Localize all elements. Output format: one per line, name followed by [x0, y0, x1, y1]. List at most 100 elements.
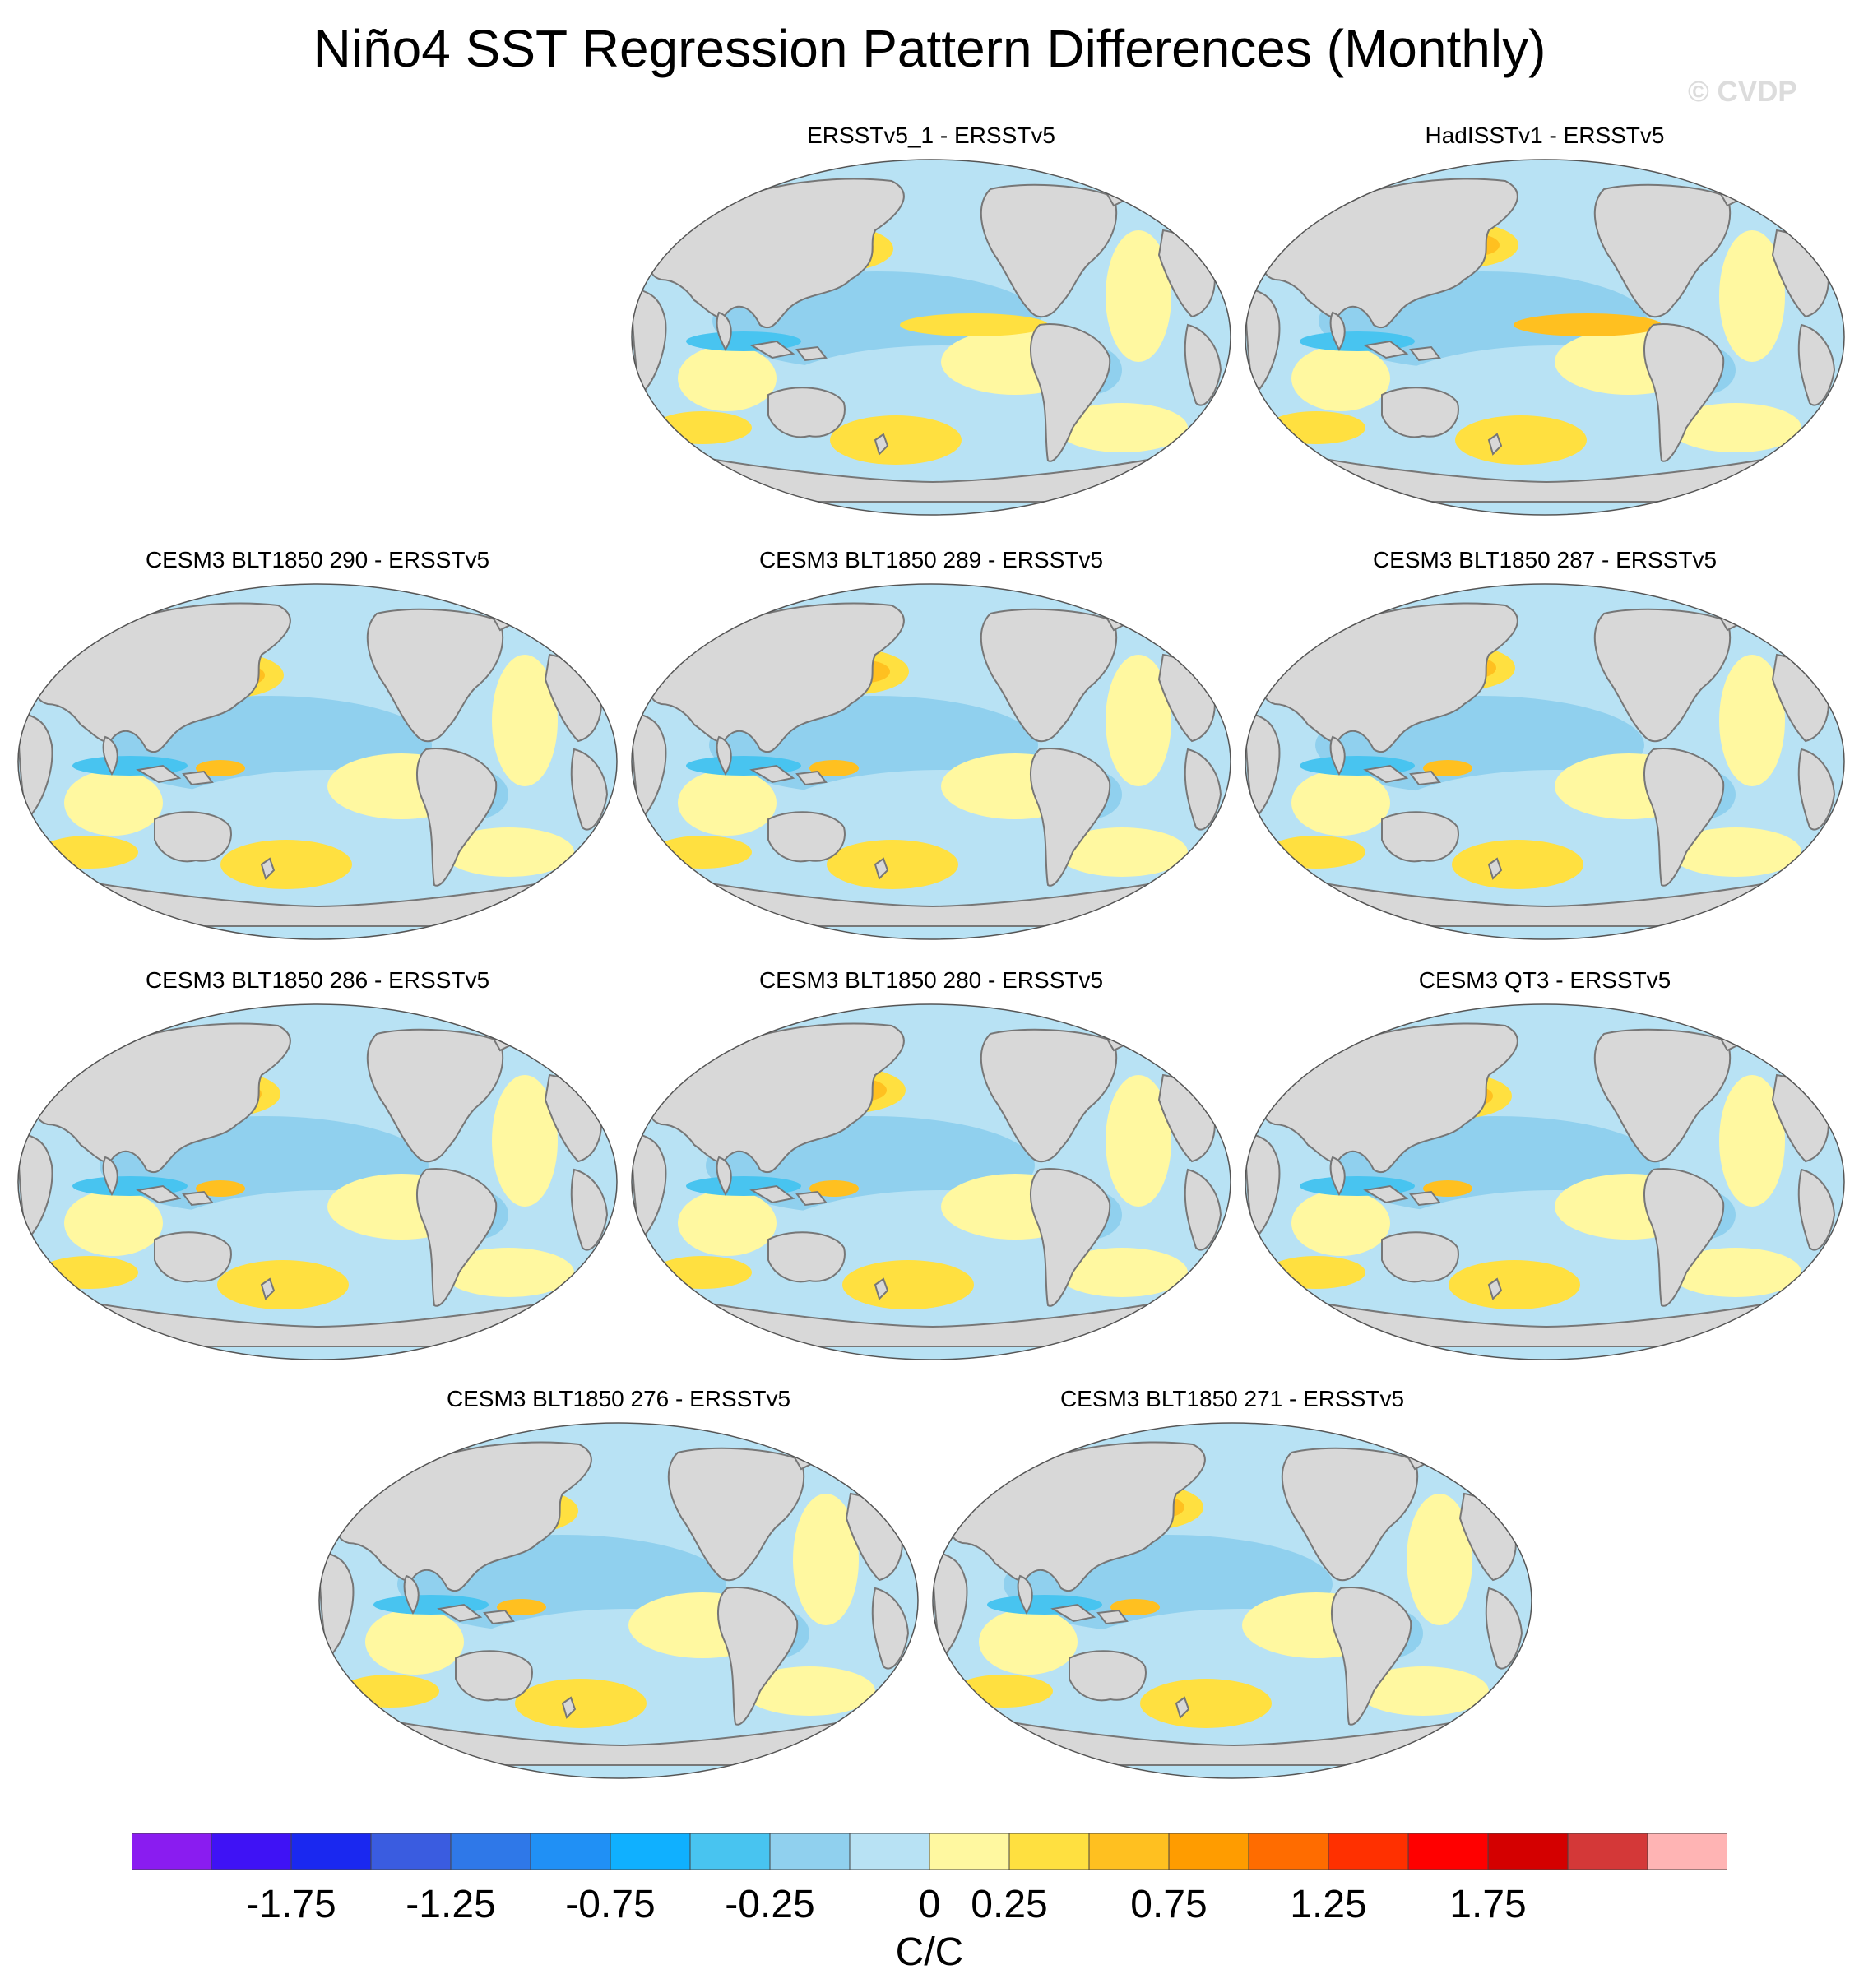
panel-title: CESM3 BLT1850 289 - ERSSTv5 — [758, 547, 1104, 572]
colorbar-tick-labels: -1.75 -1.25 -0.75 -0.25 0 0.25 0.75 1.25 1.75 — [0, 1882, 1859, 1931]
sst-difference-field — [1245, 1004, 1844, 1360]
colorbar-swatch — [1008, 1833, 1090, 1870]
anomaly-contour — [827, 840, 958, 889]
land-mask — [632, 173, 1222, 503]
colorbar-swatch — [370, 1833, 452, 1870]
world-map — [318, 1422, 919, 1779]
anomaly-contour — [1719, 1075, 1785, 1207]
map-panel: ERSSTv5_1 - ERSSTv5 — [628, 122, 1234, 516]
map-panel: CESM3 QT3 - ERSSTv5 — [1242, 966, 1847, 1360]
land-mask — [1245, 1017, 1836, 1347]
anomaly-contour — [1056, 827, 1188, 877]
anomaly-contour — [64, 1190, 163, 1256]
anomaly-contour — [678, 1190, 777, 1256]
map-border — [631, 583, 1231, 940]
map-panel: CESM3 BLT1850 271 - ERSSTv5 — [930, 1385, 1535, 1779]
anomaly-contour — [653, 836, 752, 869]
land-mask — [632, 1017, 1222, 1347]
anomaly-contour — [1110, 1599, 1160, 1615]
panel-title: CESM3 BLT1850 280 - ERSSTv5 — [758, 967, 1104, 993]
colorbar-units: C/C — [895, 1930, 964, 1974]
map-border — [631, 1003, 1231, 1360]
map-border — [1245, 159, 1845, 516]
colorbar-swatch — [450, 1833, 531, 1870]
anomaly-contour — [1357, 1666, 1489, 1716]
anomaly-contour — [196, 1180, 245, 1197]
map-panel: CESM3 BLT1850 289 - ERSSTv5 — [628, 546, 1234, 940]
colorbar-tick-label: 0.75 — [1130, 1883, 1208, 1926]
panel-title: CESM3 BLT1850 287 - ERSSTv5 — [1372, 547, 1718, 572]
anomaly-contour — [515, 1679, 647, 1728]
anomaly-contour — [809, 1180, 859, 1197]
anomaly-contour — [1514, 313, 1662, 336]
colorbar-swatch — [610, 1833, 691, 1870]
anomaly-contour — [678, 345, 777, 411]
map-panel: CESM3 BLT1850 290 - ERSSTv5 — [15, 546, 620, 940]
world-map — [631, 159, 1231, 516]
colorbar-tick-label: 0.25 — [971, 1883, 1048, 1926]
world-map — [1245, 1003, 1845, 1360]
map-panel: CESM3 BLT1850 276 - ERSSTv5 — [316, 1385, 921, 1779]
anomaly-contour — [492, 655, 558, 786]
map-border — [631, 159, 1231, 516]
anomaly-contour — [1452, 840, 1583, 889]
anomaly-contour — [443, 827, 574, 877]
sst-difference-field — [632, 1004, 1231, 1360]
anomaly-contour — [1719, 230, 1785, 362]
world-map — [631, 583, 1231, 940]
anomaly-contour — [39, 1256, 138, 1289]
sst-difference-field — [933, 1423, 1532, 1778]
anomaly-contour — [1267, 1256, 1365, 1289]
world-map — [17, 1003, 618, 1360]
colorbar-swatch — [929, 1833, 1010, 1870]
anomaly-contour — [1267, 836, 1365, 869]
anomaly-contour — [1670, 827, 1801, 877]
panel-title: CESM3 BLT1850 290 - ERSSTv5 — [145, 547, 490, 572]
colorbar-tick-label: -1.75 — [246, 1883, 336, 1926]
colorbar-swatch — [1328, 1833, 1409, 1870]
anomaly-contour — [64, 770, 163, 836]
map-border — [318, 1422, 919, 1779]
map-panel: CESM3 BLT1850 286 - ERSSTv5 — [15, 966, 620, 1360]
colorbar-swatch — [689, 1833, 771, 1870]
anomaly-contour — [220, 840, 352, 889]
map-panel: HadISSTv1 - ERSSTv5 — [1242, 122, 1847, 516]
cvdp-watermark: © CVDP — [1688, 76, 1797, 108]
colorbar-tick-label: -1.25 — [406, 1883, 496, 1926]
anomaly-contour — [830, 415, 962, 465]
colorbar-swatch — [211, 1833, 292, 1870]
anomaly-contour — [497, 1599, 546, 1615]
colorbar-tick-label: -0.25 — [725, 1883, 815, 1926]
panel-title: ERSSTv5_1 - ERSSTv5 — [807, 123, 1055, 148]
anomaly-contour — [1291, 770, 1390, 836]
world-map — [1245, 583, 1845, 940]
anomaly-contour — [196, 760, 245, 776]
colorbar-tick-label: 1.25 — [1290, 1883, 1367, 1926]
anomaly-contour — [678, 770, 777, 836]
anomaly-contour — [809, 760, 859, 776]
anomaly-contour — [217, 1260, 349, 1309]
anomaly-contour — [1407, 1494, 1472, 1625]
sst-difference-field — [632, 160, 1231, 515]
sst-difference-field — [632, 584, 1231, 939]
anomaly-contour — [979, 1609, 1078, 1675]
anomaly-contour — [842, 1260, 974, 1309]
map-panel: CESM3 BLT1850 287 - ERSSTv5 — [1242, 546, 1847, 940]
map-border — [932, 1422, 1532, 1779]
land-mask — [632, 597, 1222, 927]
anomaly-contour — [653, 411, 752, 444]
map-border — [1245, 583, 1845, 940]
colorbar-swatch — [1647, 1833, 1727, 1870]
anomaly-contour — [744, 1666, 875, 1716]
world-map — [1245, 159, 1845, 516]
map-border — [17, 1003, 618, 1360]
anomaly-contour — [1449, 1260, 1580, 1309]
colorbar-swatch — [1407, 1833, 1489, 1870]
colorbar-swatch — [1487, 1833, 1569, 1870]
anomaly-contour — [1423, 1180, 1472, 1197]
anomaly-contour — [39, 836, 138, 869]
anomaly-contour — [1423, 760, 1472, 776]
colorbar-swatch — [1248, 1833, 1329, 1870]
world-map — [17, 583, 618, 940]
colorbar-tick-label: 0 — [918, 1883, 941, 1926]
